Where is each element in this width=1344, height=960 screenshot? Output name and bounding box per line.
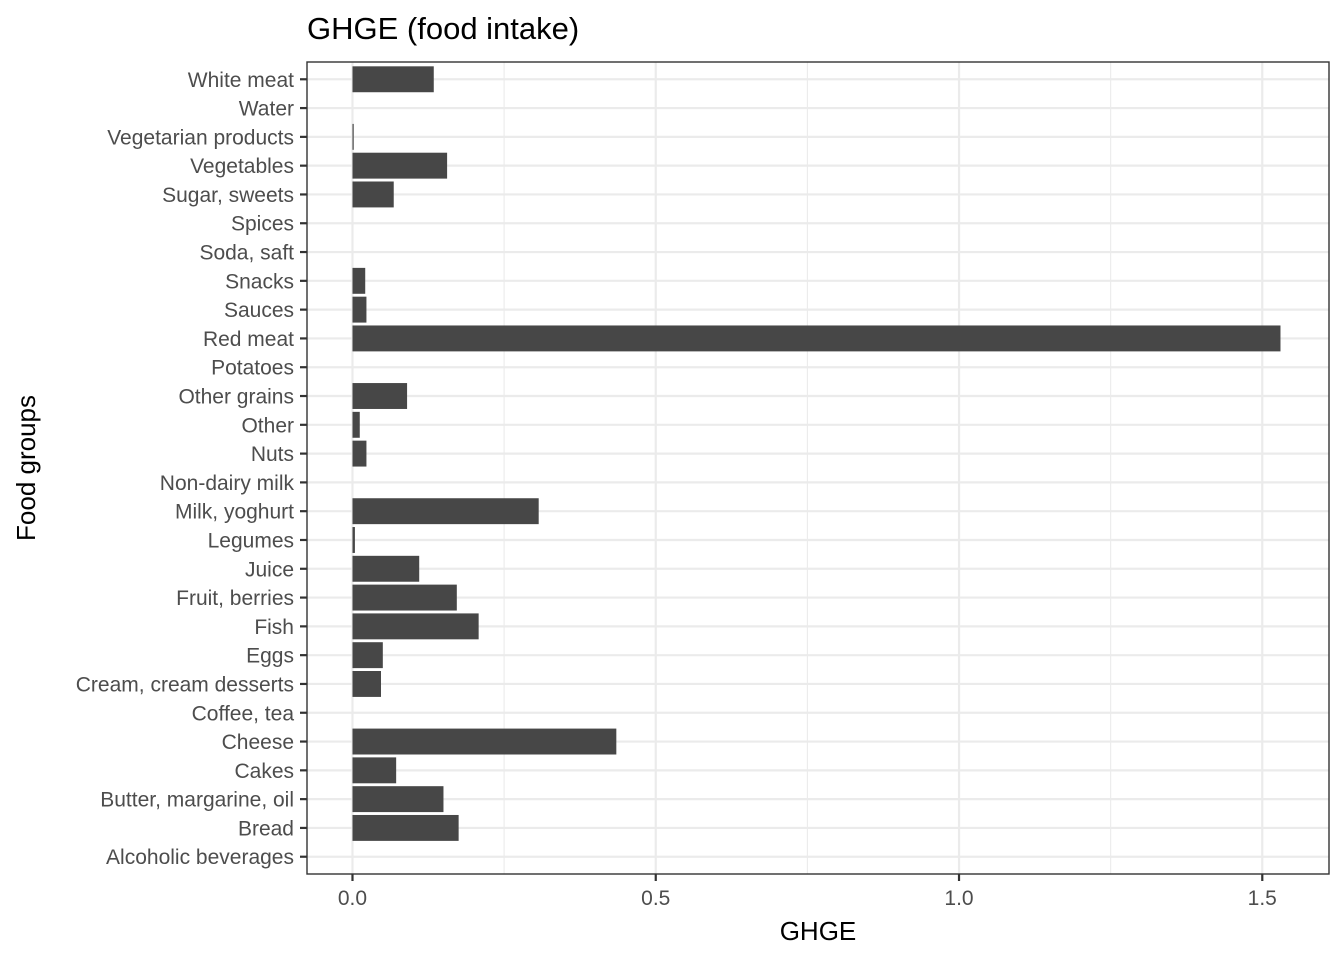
y-tick-label: Fruit, berries [176, 587, 294, 610]
y-tick-label: Milk, yoghurt [175, 501, 294, 524]
x-tick-label: 0.0 [338, 887, 367, 910]
bar-juice [352, 555, 420, 582]
bar-eggs [352, 642, 383, 669]
y-tick-label: Bread [238, 817, 294, 840]
y-tick-label: Eggs [246, 645, 294, 668]
y-axis-ticks: Alcoholic beverages Bread Butter, margarin… [76, 69, 307, 869]
x-axis-ticks: 0.0 0.5 1.0 1.5 [338, 874, 1277, 910]
y-tick-label: Fish [254, 616, 294, 639]
bar-fruit-berries [352, 584, 457, 611]
y-tick-label: Vegetables [190, 155, 294, 178]
bar-nuts [352, 440, 367, 467]
bar-cream-cream-desserts [352, 671, 381, 697]
bar-other-grains [352, 383, 408, 409]
y-tick-label: Spices [231, 213, 294, 236]
bar-cheese [352, 728, 617, 755]
panel-border [306, 61, 1330, 875]
chart-title: GHGE (food intake) [307, 11, 579, 46]
y-tick-label: Butter, margarine, oil [100, 789, 294, 812]
bar-red-meat [352, 325, 1281, 352]
bar-butter-margarine-oil [352, 786, 444, 813]
x-axis-title: GHGE [780, 916, 857, 946]
y-tick-label: Legumes [208, 529, 294, 552]
y-tick-label: Vegetarian products [107, 126, 294, 149]
y-tick-label: Other grains [178, 386, 294, 409]
y-tick-label: Sauces [224, 299, 294, 322]
y-tick-label: Soda, saft [199, 242, 294, 265]
y-tick-label: White meat [188, 69, 294, 92]
y-tick-label: Water [239, 98, 294, 121]
bar-sugar-sweets [352, 181, 394, 208]
y-tick-label: Cheese [222, 731, 294, 754]
y-tick-label: Potatoes [211, 357, 294, 380]
y-tick-label: Non-dairy milk [160, 472, 295, 495]
y-tick-label: Other [241, 414, 294, 437]
bar-milk-yoghurt [352, 498, 539, 525]
x-tick-label: 1.0 [944, 887, 973, 910]
bar-cakes [352, 757, 397, 784]
x-tick-label: 1.5 [1248, 887, 1277, 910]
y-axis-title: Food groups [11, 395, 41, 541]
bar-vegetarian-products [352, 123, 354, 150]
y-tick-label: Red meat [203, 328, 294, 351]
bar-legumes [352, 527, 355, 553]
y-tick-label: Coffee, tea [192, 702, 295, 725]
bar-sauces [352, 296, 367, 323]
bar-snacks [352, 267, 366, 294]
bar-white-meat [352, 66, 434, 93]
bars [352, 66, 1281, 841]
y-tick-label: Snacks [225, 270, 294, 293]
bar-bread [352, 814, 459, 841]
y-tick-label: Alcoholic beverages [106, 846, 294, 869]
bar-fish [352, 613, 479, 640]
y-tick-label: Cakes [234, 760, 294, 783]
y-tick-label: Juice [245, 558, 294, 581]
bar-vegetables [352, 152, 448, 179]
bar-other [352, 411, 360, 438]
y-tick-label: Sugar, sweets [162, 184, 294, 207]
y-tick-label: Cream, cream desserts [76, 673, 294, 696]
y-tick-label: Nuts [251, 443, 294, 466]
x-tick-label: 0.5 [641, 887, 670, 910]
